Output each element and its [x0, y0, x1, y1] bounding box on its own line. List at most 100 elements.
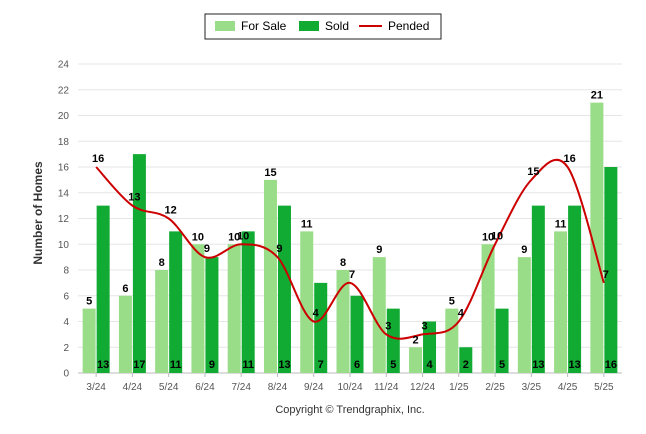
bar-for-sale	[445, 308, 459, 373]
x-tick-label: 8/24	[268, 382, 288, 393]
y-tick-label: 18	[58, 137, 70, 148]
y-tick-label: 10	[58, 240, 70, 251]
bar-for-sale	[155, 270, 169, 373]
data-labels: 5136178111091011151311786952452105913111…	[86, 90, 617, 371]
x-tick-label: 4/25	[558, 382, 578, 393]
bar-sold	[169, 231, 183, 373]
data-label-sold: 17	[133, 359, 145, 371]
y-tick-label: 14	[58, 188, 70, 199]
bar-for-sale	[227, 244, 241, 373]
bar-for-sale	[372, 257, 386, 373]
data-label-sold: 11	[242, 359, 254, 371]
bar-sold	[132, 154, 146, 373]
bar-for-sale	[118, 295, 132, 373]
legend-label-for-sale: For Sale	[241, 19, 287, 33]
data-label-pended: 13	[128, 192, 140, 204]
x-tick-label: 12/24	[410, 382, 435, 393]
data-label-for-sale: 9	[521, 244, 527, 256]
x-tick-label: 3/25	[522, 382, 542, 393]
x-tick-label: 3/24	[86, 382, 106, 393]
data-label-pended: 15	[527, 166, 539, 178]
bar-sold	[604, 167, 618, 373]
data-label-sold: 9	[209, 359, 215, 371]
bar-sold	[205, 257, 219, 373]
data-label-pended: 7	[349, 269, 355, 281]
bar-sold	[314, 282, 328, 373]
data-label-for-sale: 8	[340, 257, 346, 269]
data-label-sold: 5	[390, 359, 396, 371]
data-label-pended: 10	[237, 230, 249, 242]
data-label-sold: 13	[568, 359, 580, 371]
data-label-pended: 9	[276, 243, 282, 255]
y-tick-label: 16	[58, 163, 70, 174]
legend-swatch-sold	[299, 21, 319, 31]
y-tick-label: 22	[58, 85, 70, 96]
data-label-pended: 9	[204, 243, 210, 255]
y-tick-label: 4	[63, 317, 69, 328]
data-label-for-sale: 10	[482, 231, 494, 243]
data-label-sold: 13	[278, 359, 290, 371]
data-label-pended: 16	[92, 153, 104, 165]
data-label-sold: 7	[318, 359, 324, 371]
y-tick-label: 8	[63, 266, 69, 277]
y-axis-label: Number of Homes	[31, 161, 45, 265]
data-label-sold: 2	[463, 359, 469, 371]
data-label-for-sale: 21	[591, 90, 603, 102]
data-label-pended: 7	[603, 269, 609, 281]
data-label-for-sale: 10	[192, 231, 204, 243]
data-label-pended: 12	[165, 205, 177, 217]
bar-sold	[568, 205, 582, 373]
y-tick-label: 0	[63, 369, 69, 380]
x-tick-label: 5/24	[159, 382, 179, 393]
data-label-sold: 4	[426, 359, 433, 371]
bars	[82, 102, 618, 373]
x-tick-label: 1/25	[449, 382, 469, 393]
x-tick-label: 10/24	[337, 382, 362, 393]
y-tick-label: 20	[58, 111, 70, 122]
bar-sold	[350, 295, 364, 373]
legend-swatch-for-sale	[215, 21, 235, 31]
data-label-for-sale: 10	[228, 231, 240, 243]
data-label-sold: 11	[170, 359, 182, 371]
data-label-sold: 5	[499, 359, 505, 371]
bar-sold	[495, 308, 509, 373]
data-label-for-sale: 15	[264, 167, 276, 179]
bar-for-sale	[336, 270, 350, 373]
data-label-pended: 10	[491, 230, 503, 242]
pended-line	[95, 158, 605, 340]
y-tick-label: 2	[63, 343, 69, 354]
data-label-pended: 3	[385, 320, 391, 332]
data-label-pended: 3	[421, 320, 427, 332]
bar-sold	[241, 231, 255, 373]
bar-for-sale	[409, 347, 423, 373]
bar-for-sale	[300, 231, 314, 373]
data-label-sold: 6	[354, 359, 360, 371]
legend-label-sold: Sold	[325, 19, 349, 33]
x-tick-label: 7/24	[231, 382, 251, 393]
bar-sold	[386, 308, 400, 373]
data-label-pended: 4	[313, 308, 320, 320]
x-tick-label: 6/24	[195, 382, 215, 393]
bar-for-sale	[481, 244, 495, 373]
y-tick-label: 12	[58, 214, 70, 225]
bar-for-sale	[517, 257, 531, 373]
x-axis-ticks: 3/24 4/24 5/24 6/24 7/24 8/24 9/24 10/24 11/24 12…	[86, 373, 614, 393]
bar-for-sale	[554, 231, 568, 373]
bar-sold	[459, 347, 473, 373]
data-label-sold: 16	[605, 359, 617, 371]
bar-sold	[531, 205, 545, 373]
bar-for-sale	[263, 179, 277, 373]
x-tick-label: 4/24	[123, 382, 143, 393]
bar-for-sale	[590, 102, 604, 373]
bar-for-sale	[191, 244, 205, 373]
x-tick-label: 5/25	[594, 382, 614, 393]
data-label-for-sale: 6	[122, 283, 128, 295]
bar-sold	[277, 205, 291, 373]
data-label-pended: 4	[458, 308, 465, 320]
data-label-for-sale: 11	[555, 218, 567, 230]
y-tick-label: 24	[58, 60, 70, 71]
x-tick-label: 9/24	[304, 382, 324, 393]
data-label-for-sale: 5	[449, 296, 455, 308]
